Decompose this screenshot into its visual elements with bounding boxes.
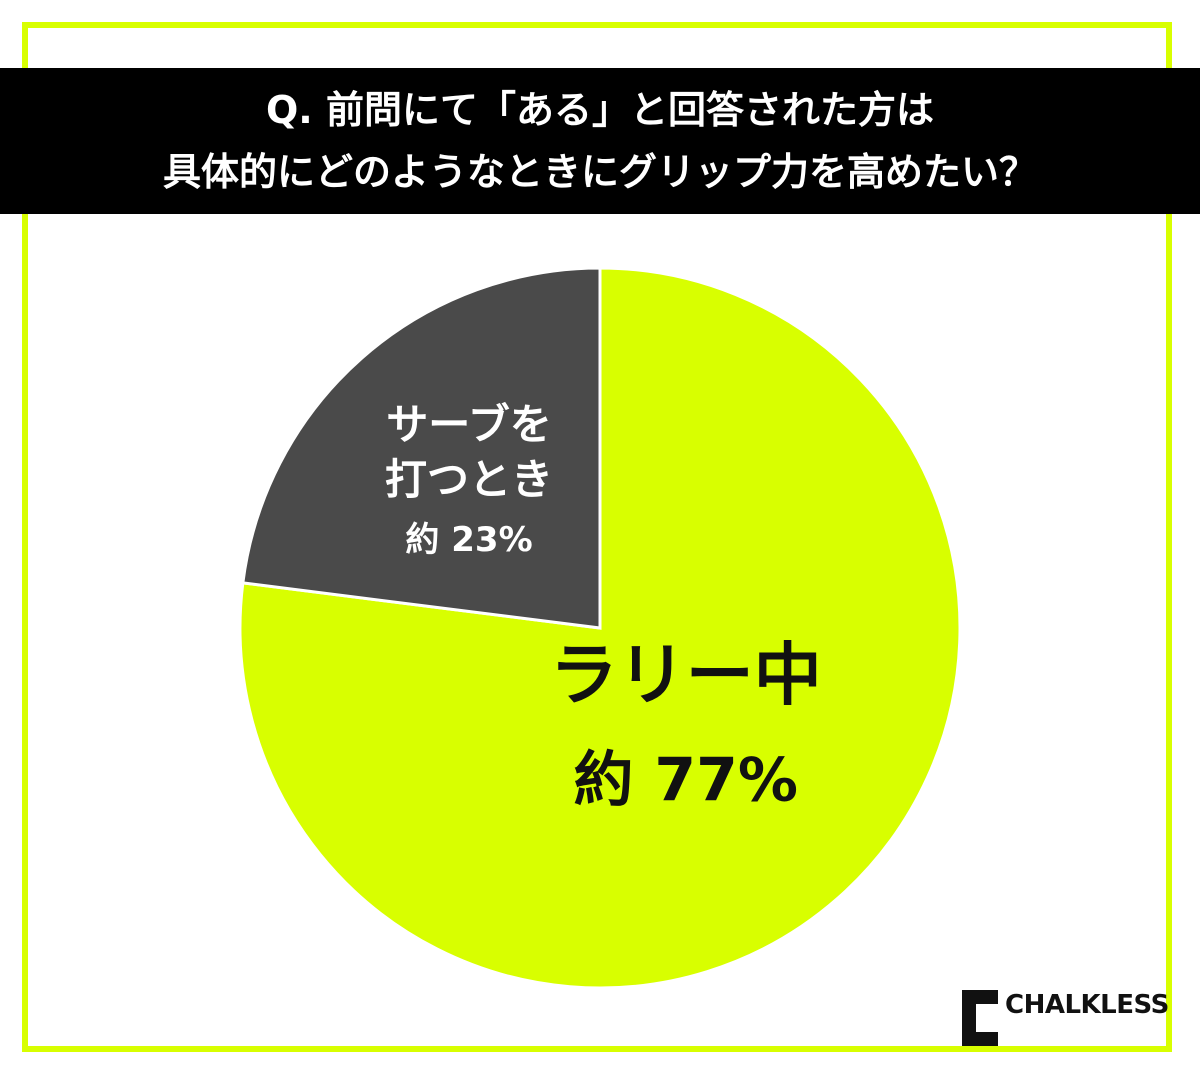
frame <box>22 22 1172 1052</box>
category-label: ラリー中 <box>549 636 822 716</box>
value-label: 約 23% <box>405 519 533 560</box>
chart-title: Q. 前問にて「ある」と回答された方は 具体的にどのようなときにグリップ力を高め… <box>0 68 1200 214</box>
value-label: 約 77% <box>573 744 798 815</box>
brand-name: CHALKLESS <box>1005 990 1169 1020</box>
slice-label: ラリー中約 77% <box>550 633 822 818</box>
category-label: サーブを 打つとき <box>385 400 554 504</box>
pie-slice <box>241 266 602 630</box>
brand-icon <box>962 990 998 1046</box>
slice-label: サーブを 打つとき約 23% <box>385 398 553 560</box>
